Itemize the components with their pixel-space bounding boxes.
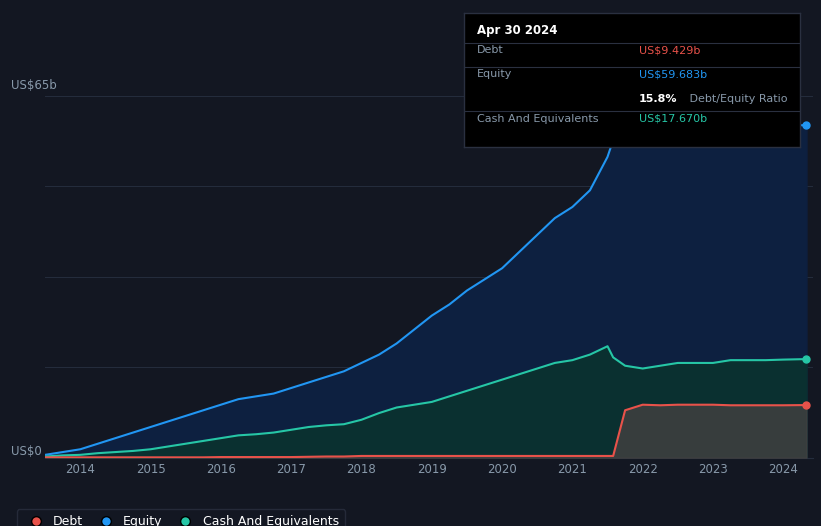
Text: Debt/Equity Ratio: Debt/Equity Ratio: [686, 94, 787, 104]
Text: US$9.429b: US$9.429b: [639, 45, 700, 55]
Text: US$17.670b: US$17.670b: [639, 114, 707, 124]
Text: 15.8%: 15.8%: [639, 94, 677, 104]
Text: US$0: US$0: [11, 444, 41, 458]
Text: US$65b: US$65b: [11, 79, 57, 92]
Text: Equity: Equity: [477, 69, 512, 79]
Legend: Debt, Equity, Cash And Equivalents: Debt, Equity, Cash And Equivalents: [17, 509, 345, 526]
Text: US$59.683b: US$59.683b: [639, 69, 707, 79]
Text: Apr 30 2024: Apr 30 2024: [477, 24, 557, 37]
Text: Debt: Debt: [477, 45, 504, 55]
Text: Cash And Equivalents: Cash And Equivalents: [477, 114, 599, 124]
